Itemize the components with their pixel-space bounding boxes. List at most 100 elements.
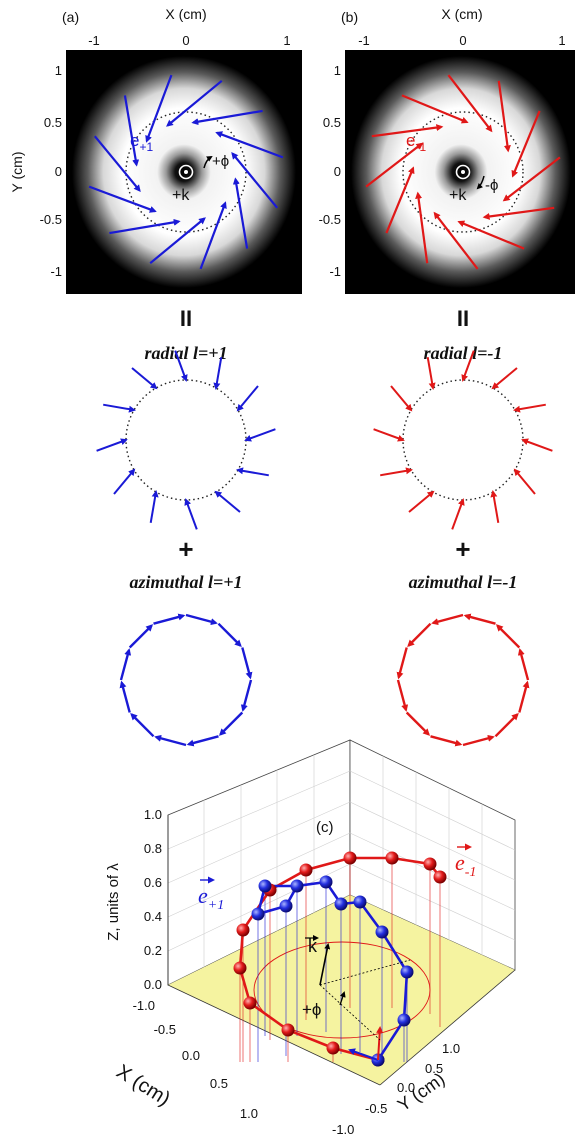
azimuthal-arrow [153, 613, 186, 625]
panel-a-y-tick: -0.5 [40, 212, 62, 227]
radial-arrow [390, 385, 413, 412]
azimuthal-arrow [185, 613, 218, 626]
radial-arrow [513, 468, 536, 495]
azimuthal-arrow [495, 624, 521, 649]
panel-a-equals-sign: II [180, 306, 192, 331]
red-point [236, 923, 250, 937]
blue-point [397, 1013, 411, 1027]
azimuthal-arrow [119, 648, 132, 681]
panel-b-k-label: +k [449, 187, 467, 204]
panel-b-x-tick: 1 [558, 33, 565, 48]
red-point [281, 1023, 295, 1037]
radial-arrow [184, 498, 198, 530]
radial-arrow [521, 438, 553, 452]
red-point [233, 961, 247, 975]
panel-c-z-tick: 0.2 [144, 943, 162, 958]
panel-c: (c) 1.0 0.8 0.6 0.4 0.2 0.0 Z, units of … [105, 739, 516, 1137]
field-arrow [231, 152, 279, 209]
azimuthal-arrow [241, 647, 253, 680]
azimuthal-arrow [154, 734, 187, 747]
field-arrow [385, 166, 415, 234]
panel-a-x-tick: 1 [283, 33, 290, 48]
panel-c-floor [168, 895, 515, 1085]
panel-b-phi-label: -ϕ [485, 177, 498, 194]
red-field-vector [376, 1026, 384, 1061]
panel-c-phi-label: +ϕ [302, 1000, 321, 1019]
azimuthal-arrow [430, 735, 463, 747]
field-arrow [433, 211, 479, 270]
panel-b-radial-caption: radial l=-1 [424, 343, 503, 363]
azimuthal-arrow [407, 622, 432, 648]
panel-a-y-tick: 0 [55, 164, 62, 179]
blue-point [279, 899, 293, 913]
radial-arrow [373, 428, 405, 442]
radial-arrow [451, 498, 465, 530]
field-arrow [191, 109, 263, 126]
red-point [385, 851, 399, 865]
panel-b-field-arrows [365, 74, 561, 270]
panel-a-tag: (a) [62, 9, 79, 25]
panel-c-blue-label: e+1 [198, 883, 224, 913]
panel-b-k-dot [461, 170, 465, 174]
panel-c-y-title: Y (cm) [394, 1069, 449, 1116]
panel-b-equals-sign: II [457, 306, 469, 331]
panel-c-y-tick: 1.0 [442, 1041, 460, 1056]
panel-c-z-tick: 1.0 [144, 807, 162, 822]
field-arrow [93, 135, 141, 192]
panel-c-phi-arrow [339, 991, 346, 1006]
azimuthal-arrow [128, 624, 154, 649]
azimuthal-arrow [130, 712, 155, 738]
azimuthal-arrow [186, 735, 219, 747]
panel-b-azimuthal-caption: azimuthal l=-1 [409, 572, 518, 592]
panel-a-azimuthal-arrows [119, 613, 253, 747]
panel-b-y-tick: 0.5 [323, 115, 341, 130]
azimuthal-arrow [462, 734, 495, 747]
field-arrow [123, 95, 140, 167]
panel-a-x-title: X (cm) [165, 6, 206, 22]
panel-c-x-tick: 1.0 [240, 1106, 258, 1121]
blue-field-vector [348, 1048, 379, 1061]
azimuthal-arrow [463, 613, 496, 625]
panel-c-z-tick: 0.8 [144, 841, 162, 856]
field-arrow [365, 142, 424, 188]
azimuthal-arrow [218, 711, 244, 736]
panel-c-x-tick: -0.5 [154, 1022, 176, 1037]
panel-a-k-label: +k [172, 187, 190, 204]
blue-point [319, 875, 333, 889]
panel-c-x-tick: 0.5 [210, 1076, 228, 1091]
radial-arrow [491, 367, 518, 390]
panel-a-y-tick: 1 [55, 63, 62, 78]
azimuthal-arrow [517, 648, 530, 681]
panel-b-dotted-circle [402, 111, 524, 233]
panel-b-field-label: e-1 [406, 131, 426, 154]
panel-b-plus-sign: + [455, 534, 470, 564]
panel-a-k-dot [184, 170, 188, 174]
red-point [433, 870, 447, 884]
panel-a-radial-arrows [96, 350, 276, 530]
radial-arrow [214, 490, 241, 513]
panel-c-x-title: X (cm) [112, 1061, 174, 1111]
field-arrow [502, 156, 561, 202]
red-point [243, 996, 257, 1010]
panel-c-k-label: k [308, 936, 318, 956]
panel-c-k-arrow [319, 943, 331, 986]
panel-a-dotted-circle [125, 111, 247, 233]
field-arrow [88, 185, 157, 213]
panel-c-z-tick: 0.4 [144, 909, 162, 924]
panel-a-field-label: e+1 [130, 131, 153, 154]
blue-point [258, 879, 272, 893]
field-arrow [371, 124, 444, 138]
radial-arrow [408, 490, 435, 513]
panel-b-tag: (b) [341, 9, 358, 25]
panel-c-y-tick: 0.0 [397, 1080, 415, 1095]
panel-a-field-arrows [88, 74, 284, 270]
azimuthal-arrow [518, 680, 530, 713]
radial-arrow [426, 357, 436, 390]
radial-arrow [213, 357, 223, 390]
panel-b-y-tick: -0.5 [319, 212, 341, 227]
radial-arrow [103, 403, 136, 413]
azimuthal-arrow [396, 647, 408, 680]
panel-c-x-tick: 0.0 [182, 1048, 200, 1063]
field-arrow [401, 94, 469, 124]
panel-c-phi-ref-line [319, 959, 411, 986]
